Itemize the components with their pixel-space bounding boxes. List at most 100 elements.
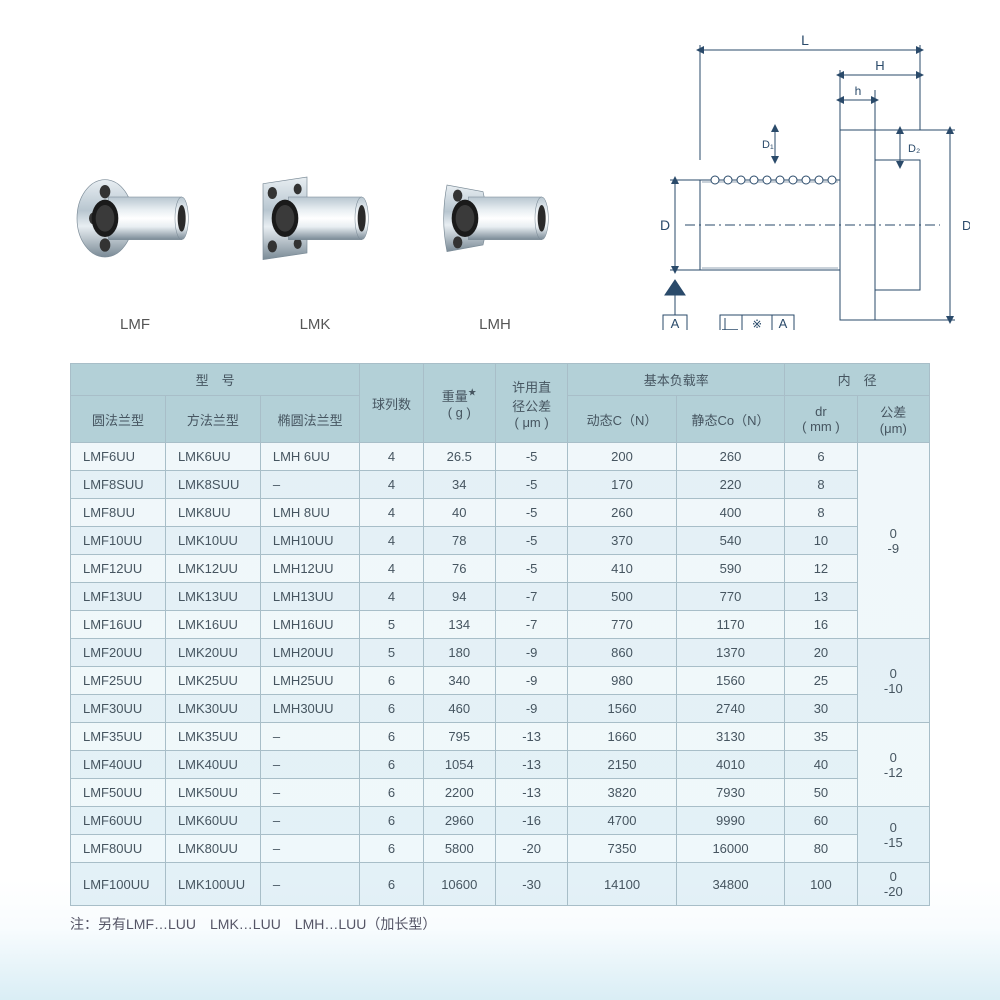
cell: LMH12UU	[260, 555, 359, 583]
cell: 13	[785, 583, 857, 611]
hdr-square: 方法兰型	[165, 396, 260, 443]
cell: LMK25UU	[165, 667, 260, 695]
cell: –	[260, 807, 359, 835]
product-image	[430, 138, 560, 298]
cell: 5	[360, 639, 423, 667]
cell: 6	[360, 835, 423, 863]
spec-table-wrap: 型 号 球列数 重量★ ( g ) 许用直 径公差 ( μm ) 基本负载率 内…	[70, 363, 930, 906]
tolerance-cell: 0 -10	[857, 639, 929, 723]
table-row: LMF25UULMK25UULMH25UU6340-9980156025	[71, 667, 930, 695]
table-row: LMF20UULMK20UULMH20UU5180-98601370200 -1…	[71, 639, 930, 667]
product-label: LMH	[430, 316, 560, 333]
table-row: LMF50UULMK50UU–62200-133820793050	[71, 779, 930, 807]
cell: 260	[676, 443, 785, 471]
tolerance-cell: 0 -12	[857, 723, 929, 807]
svg-text:D₁: D₁	[762, 139, 774, 151]
cell: 94	[423, 583, 495, 611]
cell: 4	[360, 583, 423, 611]
svg-text:h: h	[855, 84, 862, 98]
cell: –	[260, 835, 359, 863]
cell: 14100	[568, 863, 677, 906]
cell: 400	[676, 499, 785, 527]
cell: LMK10UU	[165, 527, 260, 555]
table-row: LMF8UULMK8UULMH 8UU440-52604008	[71, 499, 930, 527]
cell: LMH16UU	[260, 611, 359, 639]
cell: 9990	[676, 807, 785, 835]
cell: 4	[360, 555, 423, 583]
cell: -13	[495, 751, 567, 779]
cell: -13	[495, 723, 567, 751]
cell: 40	[423, 499, 495, 527]
tolerance-cell: 0 -20	[857, 863, 929, 906]
cell: 980	[568, 667, 677, 695]
table-row: LMF6UULMK6UULMH 6UU426.5-520026060 -9	[71, 443, 930, 471]
cell: 340	[423, 667, 495, 695]
cell: LMF8UU	[71, 499, 166, 527]
svg-text:※: ※	[752, 317, 762, 330]
svg-text:L: L	[801, 32, 809, 48]
cell: 5800	[423, 835, 495, 863]
cell: 1370	[676, 639, 785, 667]
cell: 100	[785, 863, 857, 906]
table-row: LMF10UULMK10UULMH10UU478-537054010	[71, 527, 930, 555]
product-image	[250, 138, 380, 298]
svg-text:D: D	[660, 217, 670, 233]
cell: LMK40UU	[165, 751, 260, 779]
cell: 6	[360, 751, 423, 779]
cell: LMF6UU	[71, 443, 166, 471]
technical-diagram: L H h D D₁ D₂ D₁ A	[640, 30, 970, 333]
svg-text:A: A	[779, 316, 788, 330]
cell: LMF40UU	[71, 751, 166, 779]
cell: LMF30UU	[71, 695, 166, 723]
cell: 12	[785, 555, 857, 583]
cell: 50	[785, 779, 857, 807]
cell: LMH25UU	[260, 667, 359, 695]
cell: 4	[360, 499, 423, 527]
table-row: LMF16UULMK16UULMH16UU5134-7770117016	[71, 611, 930, 639]
cell: LMK13UU	[165, 583, 260, 611]
cell: LMH20UU	[260, 639, 359, 667]
hdr-round: 圆法兰型	[71, 396, 166, 443]
cell: 500	[568, 583, 677, 611]
tolerance-cell: 0 -15	[857, 807, 929, 863]
cell: LMH13UU	[260, 583, 359, 611]
cell: LMK35UU	[165, 723, 260, 751]
table-row: LMF35UULMK35UU–6795-1316603130350 -12	[71, 723, 930, 751]
cell: LMF80UU	[71, 835, 166, 863]
cell: LMK50UU	[165, 779, 260, 807]
table-row: LMF30UULMK30UULMH30UU6460-91560274030	[71, 695, 930, 723]
spec-table: 型 号 球列数 重量★ ( g ) 许用直 径公差 ( μm ) 基本负载率 内…	[70, 363, 930, 906]
cell: 6	[785, 443, 857, 471]
cell: 1560	[676, 667, 785, 695]
cell: -9	[495, 695, 567, 723]
cell: 6	[360, 723, 423, 751]
cell: LMK30UU	[165, 695, 260, 723]
cell: 8	[785, 471, 857, 499]
hdr-weight: 重量★ ( g )	[423, 364, 495, 443]
cell: LMF16UU	[71, 611, 166, 639]
cell: 4	[360, 443, 423, 471]
cell: 795	[423, 723, 495, 751]
cell: LMF50UU	[71, 779, 166, 807]
hdr-model-group: 型 号	[71, 364, 360, 396]
cell: -5	[495, 555, 567, 583]
top-row: LMF LMK	[30, 30, 970, 333]
table-body: LMF6UULMK6UULMH 6UU426.5-520026060 -9LMF…	[71, 443, 930, 906]
table-row: LMF8SUULMK8SUU–434-51702208	[71, 471, 930, 499]
cell: 6	[360, 667, 423, 695]
cell: LMK100UU	[165, 863, 260, 906]
hdr-dynamic: 动态C（N）	[568, 396, 677, 443]
cell: –	[260, 751, 359, 779]
cell: 25	[785, 667, 857, 695]
cell: 2200	[423, 779, 495, 807]
footnote: 注：另有LMF…LUU LMK…LUU LMH…LUU（加长型）	[70, 914, 930, 934]
cell: 10	[785, 527, 857, 555]
cell: 260	[568, 499, 677, 527]
cell: -30	[495, 863, 567, 906]
cell: LMH30UU	[260, 695, 359, 723]
cell: LMK20UU	[165, 639, 260, 667]
cell: LMK80UU	[165, 835, 260, 863]
cell: -9	[495, 667, 567, 695]
cell: 60	[785, 807, 857, 835]
cell: 1054	[423, 751, 495, 779]
